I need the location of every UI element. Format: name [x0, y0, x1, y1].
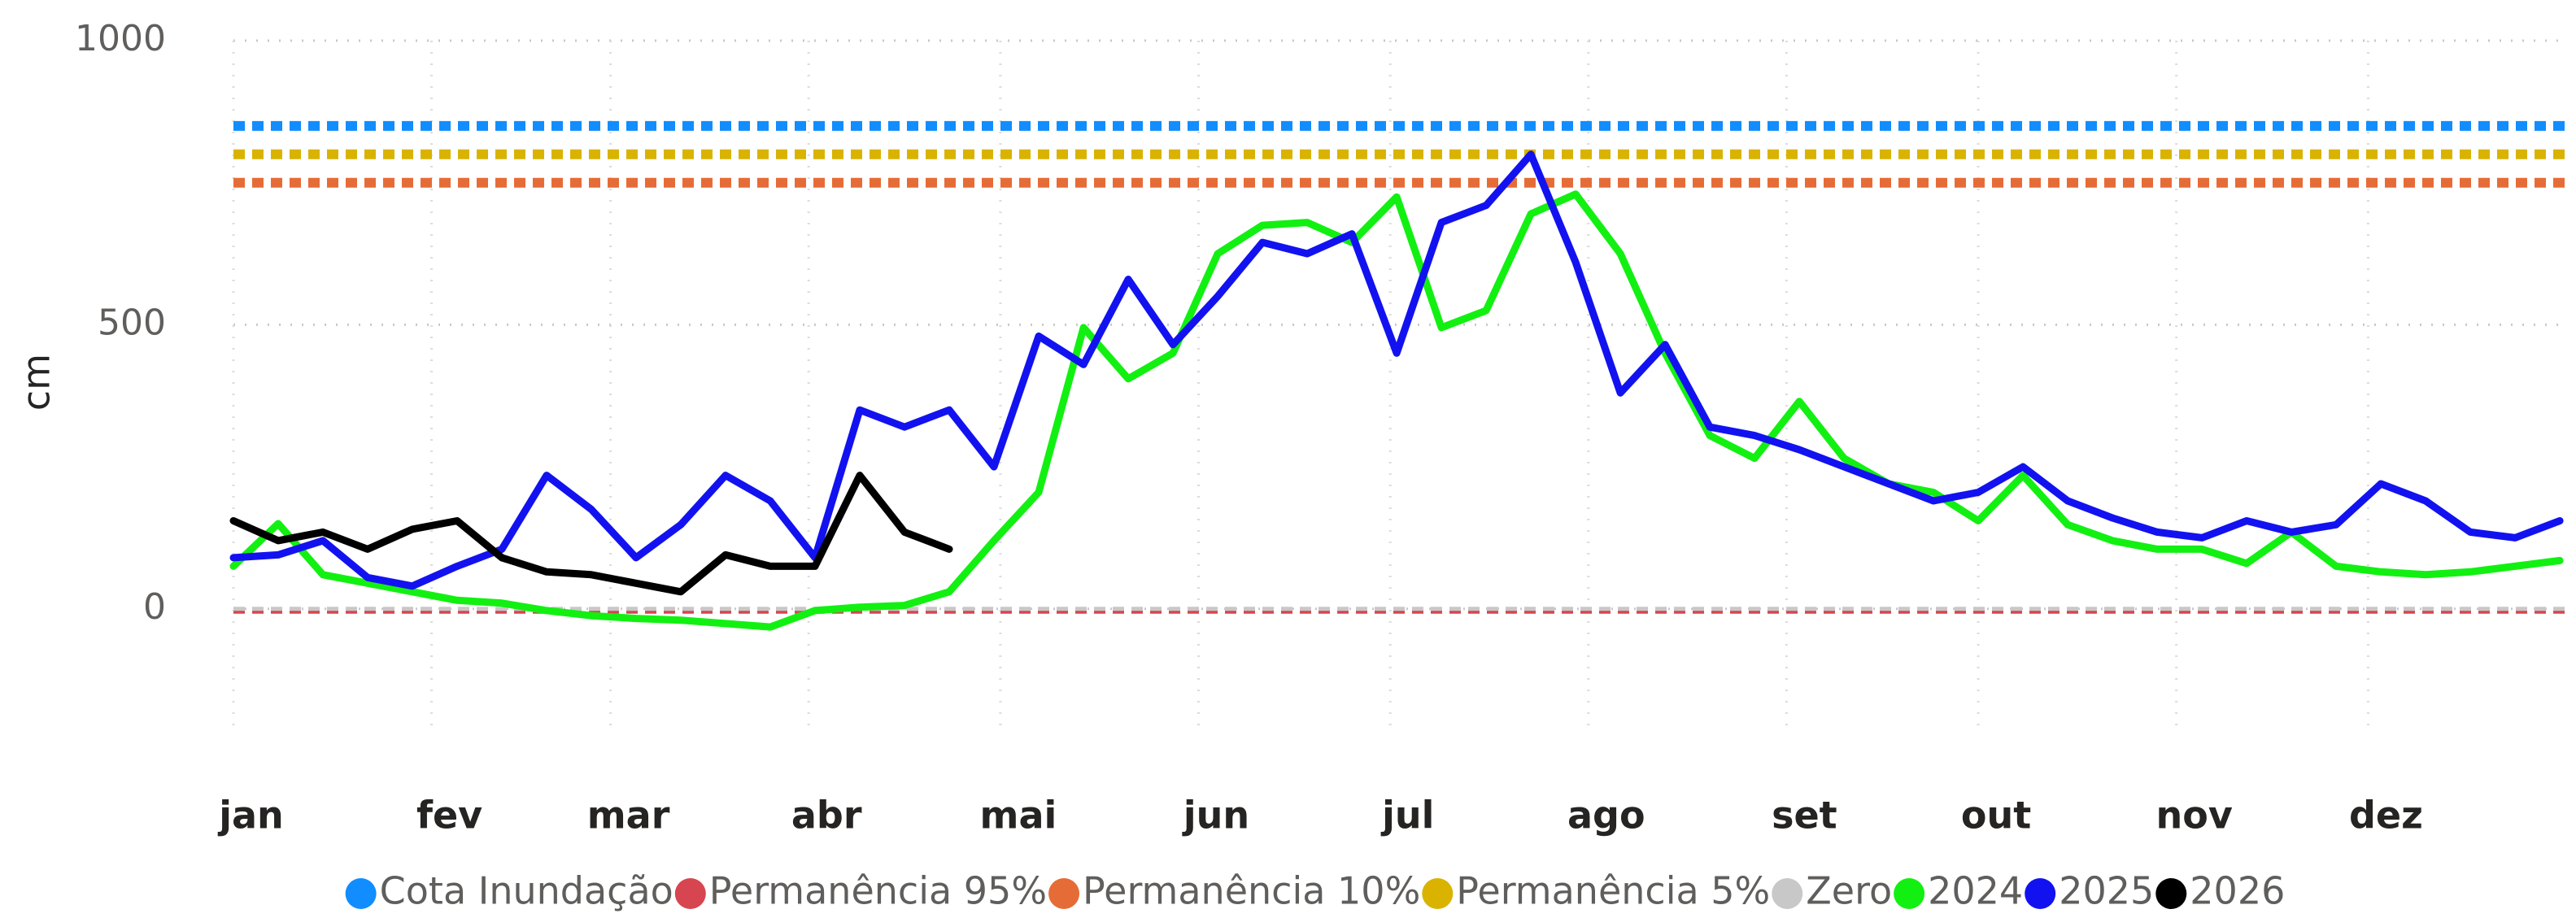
legend-label: 2024 — [1928, 869, 2023, 913]
y-tick-label: 1000 — [75, 18, 166, 59]
legend: Cota Inundação Permanência 95% Permanência… — [345, 869, 2285, 913]
legend-label: Permanência 95% — [709, 869, 1047, 913]
legend-marker — [674, 878, 706, 909]
x-tick-label: nov — [2156, 794, 2233, 838]
axes: 0 500 1000 jan fev mar abr mai jun jul ago set out no… — [75, 18, 2423, 838]
y-axis-label: cm — [15, 354, 59, 411]
legend-label: 2026 — [2190, 869, 2285, 913]
x-tick-label: mar — [587, 794, 670, 838]
grid — [232, 39, 2566, 731]
legend-label: Cota Inundação — [380, 869, 673, 913]
legend-marker — [1422, 878, 1454, 909]
x-tick-label: jun — [1182, 794, 1249, 838]
legend-marker — [1772, 878, 1803, 909]
legend-label: Permanência 5% — [1456, 869, 1770, 913]
legend-marker — [1894, 878, 1925, 909]
x-tick-label: jan — [217, 794, 284, 838]
series-lines — [229, 150, 2564, 631]
x-tick-label: abr — [791, 794, 862, 838]
series-line — [229, 150, 2564, 590]
legend-label: Zero — [1806, 869, 1892, 913]
legend-marker — [2155, 878, 2187, 909]
legend-marker — [2025, 878, 2056, 909]
legend-marker — [345, 878, 377, 909]
x-tick-label: out — [1961, 794, 2031, 838]
y-tick-label: 0 — [143, 586, 166, 628]
series-line — [229, 472, 953, 596]
x-tick-label: set — [1772, 794, 1837, 838]
x-tick-label: ago — [1567, 794, 1645, 838]
legend-label: 2025 — [2059, 869, 2154, 913]
y-tick-label: 500 — [98, 302, 166, 343]
series-line — [229, 190, 2564, 631]
legend-marker — [1048, 878, 1080, 909]
x-tick-label: dez — [2349, 794, 2423, 838]
x-tick-label: mai — [980, 794, 1057, 838]
x-tick-label: jul — [1380, 794, 1434, 838]
legend-label: Permanência 10% — [1083, 869, 1420, 913]
x-tick-label: fev — [416, 794, 482, 838]
reference-lines — [233, 120, 2566, 614]
